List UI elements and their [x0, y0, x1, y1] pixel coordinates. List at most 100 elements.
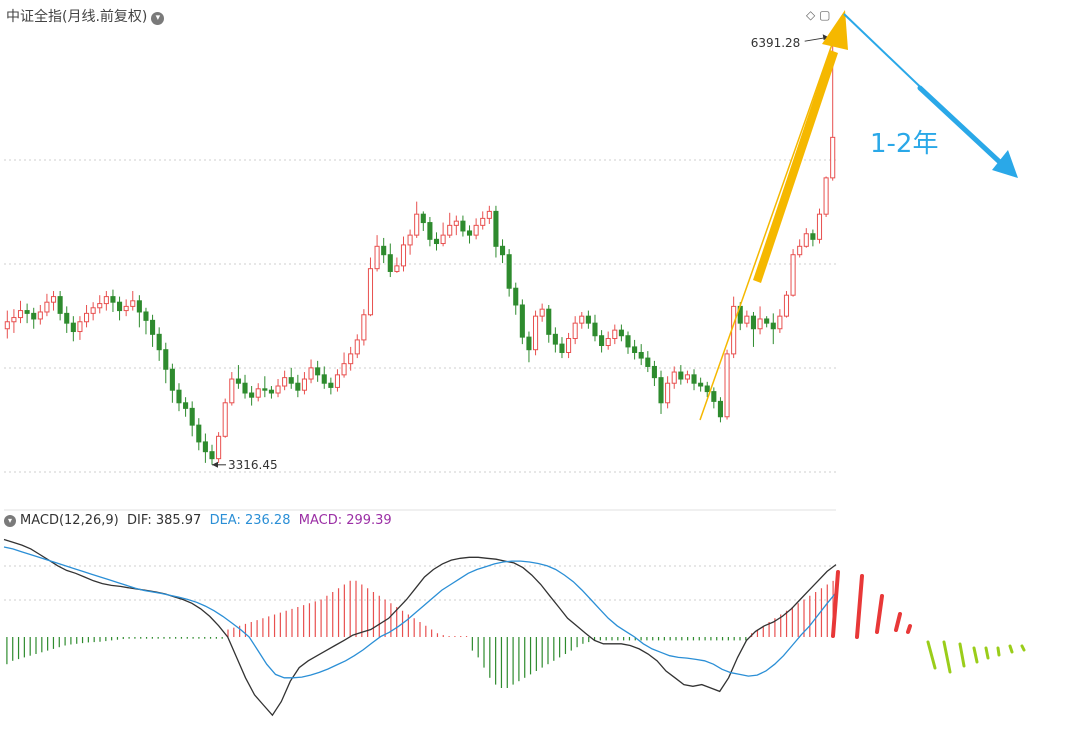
candle-body [387, 254, 393, 272]
candle-body [579, 315, 585, 324]
macd-header: ▾ MACD(12,26,9) DIF: 385.97 DEA: 236.28 M… [4, 513, 392, 528]
candle-body [783, 294, 790, 317]
candle-body [4, 321, 10, 330]
candle-body [381, 245, 387, 256]
candle-body [447, 224, 453, 236]
candle-body [823, 177, 829, 215]
chevron-down-icon[interactable]: ▾ [151, 12, 165, 25]
candle-body [176, 389, 182, 404]
diamond-icon[interactable]: ◇ [806, 8, 816, 22]
candle-body [803, 233, 809, 247]
candle-body [31, 312, 37, 320]
candle-body [750, 315, 757, 330]
candle-body [282, 377, 288, 387]
candle-body [156, 333, 162, 351]
candle-body [678, 371, 684, 380]
projected-macd-red [906, 624, 912, 634]
candle-body [638, 351, 644, 359]
candle-body [374, 245, 380, 270]
candle-body [632, 346, 638, 353]
candle-body [103, 296, 109, 305]
candle-body [645, 357, 651, 367]
candle-body [612, 329, 618, 340]
candle-body [11, 317, 17, 323]
candle-body [216, 435, 222, 460]
candle-body [572, 322, 578, 340]
candle-body [420, 213, 426, 224]
candle-body [744, 315, 750, 324]
candle-body [691, 374, 697, 384]
candle-body [618, 329, 624, 337]
projected-macd-green [958, 642, 966, 668]
candle-body [64, 312, 70, 324]
candle-body [651, 365, 657, 379]
projected-macd-green [1020, 644, 1026, 652]
candle-body [810, 233, 816, 240]
macd-lines [3, 538, 837, 717]
candle-body [136, 300, 142, 313]
candle-body [394, 265, 400, 272]
candle-body [348, 353, 354, 365]
candle-body [24, 310, 30, 314]
candle-body [97, 303, 103, 309]
candle-body [57, 296, 63, 314]
candle-body [295, 382, 301, 391]
candle-body [235, 378, 241, 384]
down-arrow-bold [917, 85, 1007, 169]
candle-body [704, 385, 710, 393]
candle-body [526, 336, 532, 351]
candle-body [816, 213, 823, 240]
candle-body [275, 385, 281, 394]
dif-label: DIF: 385.97 [127, 513, 202, 528]
candle-body [268, 389, 274, 394]
candle-body [658, 377, 664, 404]
candle-body [427, 222, 433, 240]
candle-body [546, 308, 552, 335]
candle-body [513, 287, 519, 306]
candle-body [315, 367, 321, 376]
dea-line [3, 546, 837, 679]
candle-body [123, 305, 129, 312]
candle-body [150, 319, 156, 335]
candle-body [684, 374, 690, 380]
candle-body [209, 451, 215, 460]
candle-body [440, 234, 446, 245]
candle-body [764, 318, 770, 324]
candle-body [255, 388, 261, 398]
candle-body [288, 377, 294, 384]
high-label: 6391.28 [751, 36, 801, 50]
projected-macd-red [831, 570, 840, 638]
macd-label: MACD: 299.39 [298, 513, 392, 528]
candle-body [90, 307, 96, 314]
candle-body [493, 210, 499, 247]
candle-body [790, 254, 796, 296]
projected-macd-green [972, 646, 979, 664]
forecast-label: 1-2年 [870, 129, 938, 159]
candle-body [70, 322, 76, 333]
candle-body [625, 335, 631, 348]
candle-body [169, 368, 175, 391]
candle-body [671, 371, 677, 384]
square-icon[interactable]: ▢ [819, 8, 831, 22]
candle-body [321, 374, 327, 384]
price-annotations: 6391.28 3316.45 [212, 34, 829, 472]
corner-icons: ◇ ▢ [806, 8, 830, 22]
candle-body [222, 402, 228, 437]
macd-grid [4, 509, 836, 601]
title-text: 中证全指(月线.前复权) [6, 9, 148, 25]
candle-body [698, 382, 704, 387]
candle-body [533, 315, 539, 351]
macd-chevron-icon[interactable]: ▾ [4, 515, 16, 527]
candle-body [44, 301, 50, 313]
projected-macd-green [942, 640, 952, 674]
candle-body [143, 311, 149, 321]
candle-body [506, 254, 512, 289]
candle-body [367, 268, 374, 316]
candle-body [592, 322, 598, 337]
candle-body [539, 308, 545, 317]
candlestick-series [4, 35, 836, 465]
candle-body [486, 210, 492, 219]
candle-body [480, 217, 486, 226]
up-arrow-head [822, 10, 848, 50]
candle-body [717, 400, 723, 418]
